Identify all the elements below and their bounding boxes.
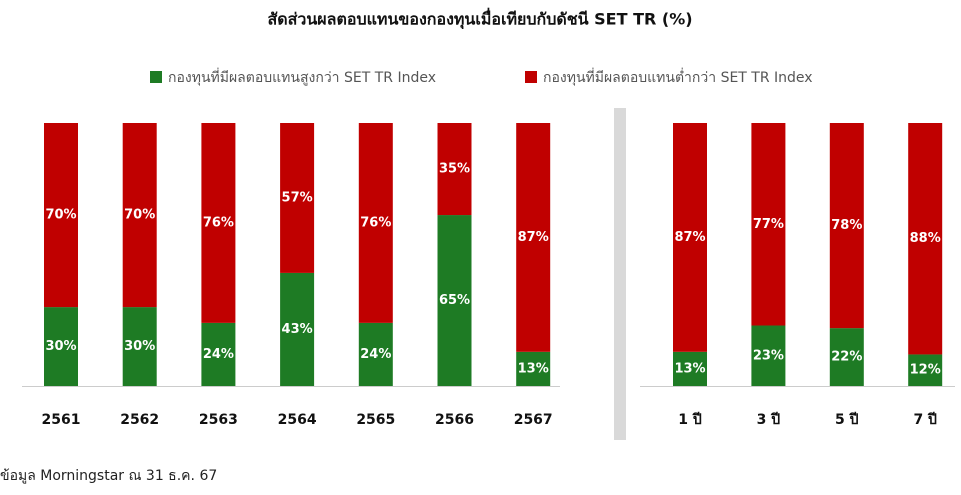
data-label: 23% [753,348,784,363]
data-label: 65% [439,293,470,308]
x-tick-label: 2564 [278,412,317,428]
data-label: 87% [674,230,705,245]
data-label: 43% [282,322,313,337]
x-tick-label: 3 ปี [757,412,781,428]
bar-segment [751,325,786,386]
x-tick-label: 2567 [514,412,553,428]
bar-segment [829,328,864,386]
source-note: ข้อมูล Morningstar ณ 31 ธ.ค. 67 [0,468,217,484]
data-label: 76% [203,215,234,230]
legend-swatch [525,71,537,83]
bar-segment [516,351,551,386]
bar-segment [280,123,315,273]
bar-segment [673,351,707,386]
bar-segment [829,123,864,329]
x-tick-label: 1 ปี [678,412,702,428]
x-tick-label: 2566 [435,412,474,428]
bar-segment [908,123,943,355]
bar-segment [44,307,78,386]
data-label: 24% [360,347,391,362]
data-label: 30% [124,339,155,354]
x-tick-label: 7 ปี [913,412,937,428]
bar-segment [437,215,472,386]
data-label: 77% [753,217,784,232]
bar-segment [908,354,943,386]
bar-segment [358,322,393,386]
data-label: 70% [45,208,76,223]
bar-segment [122,307,157,386]
data-label: 13% [674,361,705,376]
data-label: 87% [518,230,549,245]
legend-label: กองทุนที่มีผลตอบแทนสูงกว่า SET TR Index [168,68,436,86]
data-label: 70% [124,208,155,223]
data-label: 22% [831,350,862,365]
bar-segment [358,123,393,323]
x-tick-label: 2562 [120,412,159,428]
x-tick-label: 2561 [42,412,81,428]
data-label: 30% [45,339,76,354]
legend-label: กองทุนที่มีผลตอบแทนต่ำกว่า SET TR Index [543,68,813,86]
bar-segment [44,123,78,308]
bar-segment [201,123,236,323]
legend-swatch [150,71,162,83]
data-label: 12% [910,363,941,378]
data-label: 76% [360,215,391,230]
x-tick-label: 2565 [356,412,395,428]
x-tick-label: 5 ปี [835,412,859,428]
bar-segment [751,123,786,326]
data-label: 13% [518,361,549,376]
data-label: 88% [910,231,941,246]
bar-segment [201,322,236,386]
bar-segment [280,272,315,386]
data-label: 35% [439,162,470,177]
chart-title: สัดส่วนผลตอบแทนของกองทุนเมื่อเทียบกับดัช… [267,8,692,30]
bar-segment [516,123,551,352]
data-label: 24% [203,347,234,362]
data-label: 57% [282,190,313,205]
bar-segment [673,123,707,352]
group-separator [614,108,626,440]
data-label: 78% [831,218,862,233]
x-tick-label: 2563 [199,412,238,428]
bar-segment [437,123,472,216]
bar-segment [122,123,157,308]
